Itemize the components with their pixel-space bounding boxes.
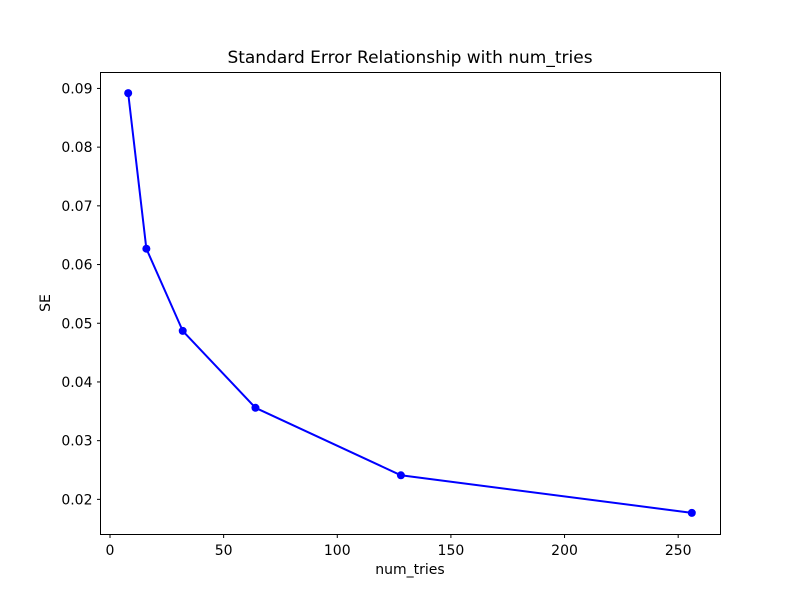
x-tick-label: 150 (438, 543, 465, 559)
data-point (396, 471, 405, 480)
y-tick-label: 0.07 (61, 199, 92, 215)
x-tick-label: 0 (106, 543, 115, 559)
data-point (178, 326, 187, 335)
data-line (127, 92, 693, 514)
data-point (124, 89, 133, 98)
y-tick-label: 0.06 (61, 258, 92, 274)
x-tick-label: 250 (665, 543, 692, 559)
x-tick-label: 50 (215, 543, 233, 559)
data-point (142, 244, 151, 253)
plot-area: 0 50 100 150 200 250 0.02 0.03 0.04 0.05 0.06 0.07 0… (61, 72, 721, 559)
y-tick-label: 0.08 (61, 140, 92, 156)
axes-spines (100, 72, 721, 535)
x-tick-label: 100 (324, 543, 351, 559)
data-point (687, 508, 696, 517)
chart-title: Standard Error Relationship with num_tri… (227, 48, 592, 68)
data-point (251, 403, 260, 412)
x-tick-label: 200 (551, 543, 578, 559)
x-axis-label: num_tries (375, 562, 444, 578)
y-tick-label: 0.05 (61, 316, 92, 332)
y-tick-label: 0.09 (61, 81, 92, 97)
y-tick-label: 0.03 (61, 434, 92, 450)
y-tick-label: 0.04 (61, 375, 92, 391)
y-axis-label: SE (38, 294, 54, 312)
y-tick-label: 0.02 (61, 492, 92, 508)
